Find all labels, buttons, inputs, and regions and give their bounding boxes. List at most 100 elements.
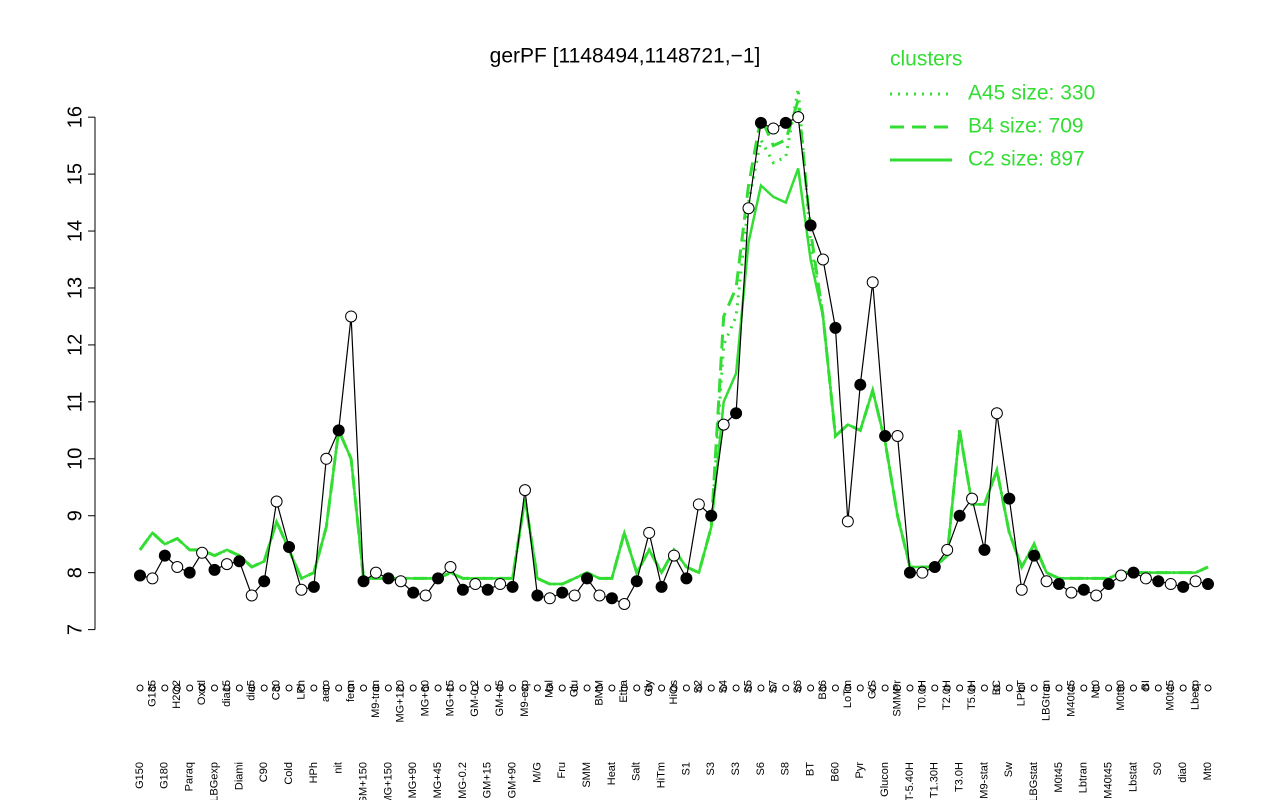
x-tick-label: Glucon <box>879 762 891 797</box>
category-dot <box>993 684 1001 692</box>
x-tick-label: LoTm <box>842 680 854 708</box>
x-tick-label: Heat <box>606 762 618 785</box>
x-tick-label: GM-0.2 <box>469 680 481 717</box>
x-tick-label: GM+15 <box>482 762 494 798</box>
x-tick-label: T1.30H <box>929 762 941 798</box>
y-tick-label: 16 <box>64 106 86 128</box>
data-point <box>394 575 407 588</box>
category-dot <box>595 684 603 692</box>
category-dot <box>1179 684 1187 692</box>
x-tick-label: S3 <box>730 762 742 775</box>
data-point <box>941 543 954 556</box>
y-tick-label: 12 <box>64 334 86 356</box>
data-point <box>655 580 668 593</box>
cluster-line <box>138 99 1209 586</box>
x-tick-label: T3.0H <box>954 762 966 792</box>
data-point <box>456 583 469 596</box>
data-point <box>369 566 382 579</box>
x-tick-label: aero <box>320 680 332 702</box>
y-tick-label: 13 <box>64 277 86 299</box>
data-point <box>680 572 693 585</box>
data-point <box>605 592 618 605</box>
category-dot <box>273 684 281 692</box>
x-tick-label: BT <box>805 762 817 776</box>
x-tick-label: MG+120 <box>395 680 407 723</box>
data-point <box>792 111 805 124</box>
category-dot <box>1055 684 1063 692</box>
data-point <box>817 253 830 266</box>
category-dot <box>869 684 877 692</box>
data-point <box>220 558 233 571</box>
data-point <box>1077 583 1090 596</box>
x-tick-label: SMMPr <box>891 680 903 717</box>
category-dot <box>807 684 815 692</box>
category-dot <box>1030 684 1038 692</box>
x-tick-label: S3 <box>705 762 717 775</box>
x-tick-label: HPh <box>308 762 320 783</box>
data-point <box>593 589 606 602</box>
x-tick-label: H2O2 <box>171 680 183 709</box>
x-tick-label: Gly <box>643 680 655 697</box>
category-dot <box>372 684 380 692</box>
data-point <box>382 572 395 585</box>
data-point <box>1102 578 1115 591</box>
x-tick-label: Fru <box>556 762 568 779</box>
category-dot <box>533 684 541 692</box>
x-tick-label: Salt <box>631 762 643 781</box>
category-dot <box>757 684 765 692</box>
x-tick-label: S8 <box>780 762 792 775</box>
data-point <box>1164 578 1177 591</box>
x-tick-label: M0t90 <box>1115 680 1127 711</box>
category-dot <box>844 684 852 692</box>
cluster-line <box>138 167 1209 586</box>
data-point <box>978 543 991 556</box>
category-dot <box>186 684 194 692</box>
data-point <box>916 566 929 579</box>
x-tick-label: Lbstat <box>1127 762 1139 792</box>
x-tick-label: Oxctl <box>196 680 208 705</box>
data-point <box>705 509 718 522</box>
category-dot <box>956 684 964 692</box>
category-dot <box>521 684 529 692</box>
data-point <box>779 116 792 129</box>
x-tick-label: MG+150 <box>382 762 394 800</box>
x-tick-label: MG+45 <box>432 762 444 798</box>
data-point <box>196 546 209 559</box>
category-dot <box>509 684 517 692</box>
category-dot <box>769 684 777 692</box>
data-point <box>581 572 594 585</box>
category-dot <box>161 684 169 692</box>
y-tick-label: 11 <box>64 391 86 412</box>
data-point <box>841 515 854 528</box>
data-point <box>829 321 842 334</box>
category-dot <box>1204 684 1212 692</box>
x-tick-label: M9-exp <box>519 680 531 717</box>
data-point <box>1127 566 1140 579</box>
category-dot <box>1067 684 1075 692</box>
data-point <box>1115 569 1128 582</box>
data-point <box>444 560 457 573</box>
x-tick-label: M40t45 <box>1103 762 1115 799</box>
category-dot <box>980 684 988 692</box>
category-dot <box>1018 684 1026 692</box>
data-point <box>630 575 643 588</box>
category-dot <box>620 684 628 692</box>
category-dot <box>173 684 181 692</box>
category-dot <box>1117 684 1125 692</box>
x-tick-label: M/G <box>531 762 543 783</box>
x-tick-label: T-5.40H <box>904 762 916 800</box>
category-dot <box>148 684 156 692</box>
x-tick-label: M40t45 <box>1065 680 1077 717</box>
category-dot <box>360 684 368 692</box>
data-point <box>357 575 370 588</box>
category-dot <box>1142 684 1150 692</box>
data-point <box>742 202 755 215</box>
x-tick-label: T2.0H <box>941 680 953 710</box>
x-tick-label: Cold <box>283 762 295 785</box>
category-dot <box>1105 684 1113 692</box>
data-point <box>1028 549 1041 562</box>
category-dot <box>297 684 305 692</box>
category-dot <box>1129 684 1137 692</box>
category-dot <box>881 684 889 692</box>
